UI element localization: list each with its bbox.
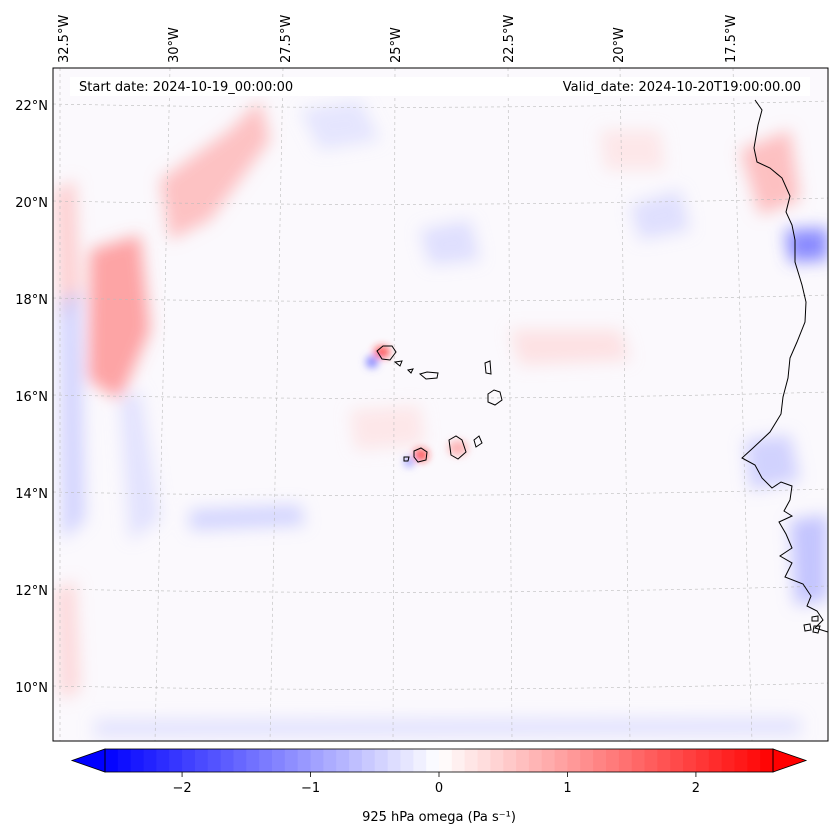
lat-tick-label: 22°N xyxy=(15,99,48,114)
colorbar-bin xyxy=(734,749,748,772)
date-banner: Start date: 2024-10-19_00:00:00 Valid_da… xyxy=(70,77,810,96)
colorbar-bin xyxy=(323,749,337,772)
valid-date-label: Valid_date: 2024-10-20T19:00:00.00 xyxy=(563,80,801,95)
lat-tick-label: 10°N xyxy=(15,681,48,696)
lat-tick-label: 20°N xyxy=(15,196,48,211)
longitude-labels: 32.5°W 30°W 27.5°W 25°W 22.5°W 20°W 17.5… xyxy=(57,15,739,63)
colorbar-bin xyxy=(143,749,157,772)
lon-tick-label: 17.5°W xyxy=(724,15,739,63)
colorbar-bin xyxy=(105,749,119,772)
colorbar-bin xyxy=(708,749,723,772)
colorbar-tick-label: 0 xyxy=(435,781,443,796)
colorbar-bin xyxy=(747,749,761,772)
colorbar-bin xyxy=(233,749,247,772)
colorbar-tick-label: 1 xyxy=(563,781,571,796)
colorbar-bin xyxy=(528,749,543,772)
colorbar-bin xyxy=(117,749,132,772)
colorbar-tick-label: −1 xyxy=(301,781,320,796)
lon-tick-label: 20°W xyxy=(612,27,627,63)
colorbar-bin xyxy=(387,749,401,772)
colorbar-high-extension xyxy=(772,748,808,773)
colorbar-bin xyxy=(130,749,145,772)
colorbar-low-extension xyxy=(70,748,106,773)
colorbar-bin xyxy=(413,749,427,772)
colorbar-bin xyxy=(194,749,209,772)
colorbar-bin xyxy=(220,749,234,772)
colorbar-bin xyxy=(683,749,697,772)
colorbar-ticks: −2 −1 0 1 2 xyxy=(172,772,700,796)
colorbar-label: 925 hPa omega (Pa s⁻¹) xyxy=(362,810,516,825)
colorbar-tick-label: 2 xyxy=(692,781,700,796)
colorbar-bin xyxy=(760,749,774,772)
colorbar-bin xyxy=(541,749,556,772)
lon-tick-label: 32.5°W xyxy=(57,15,72,63)
lon-tick-label: 30°W xyxy=(167,27,182,63)
colorbar-bin xyxy=(169,749,183,772)
cape-verde-islands xyxy=(376,345,503,463)
colorbar-bin xyxy=(644,749,658,772)
colorbar-bin xyxy=(361,749,376,772)
colorbar-bin xyxy=(503,749,517,772)
colorbar-bins xyxy=(105,749,774,772)
map-background xyxy=(53,68,828,741)
colorbar-bin xyxy=(207,749,222,772)
colorbar-bin xyxy=(182,749,196,772)
colorbar-bin xyxy=(721,749,735,772)
colorbar-bin xyxy=(695,749,710,772)
colorbar-bin xyxy=(464,749,479,772)
colorbar-bin xyxy=(310,749,324,772)
colorbar-bin xyxy=(156,749,170,772)
colorbar-bin xyxy=(606,749,620,772)
colorbar-bin xyxy=(451,749,466,772)
colorbar-bin xyxy=(246,749,260,772)
lon-tick-label: 25°W xyxy=(389,27,404,63)
colorbar-bin xyxy=(567,749,581,772)
lon-tick-label: 27.5°W xyxy=(279,15,294,63)
lat-tick-label: 12°N xyxy=(15,584,48,599)
colorbar-bin xyxy=(374,749,389,772)
colorbar-tick-label: −2 xyxy=(172,781,191,796)
colorbar-bin xyxy=(477,749,491,772)
colorbar: −2 −1 0 1 2 925 hPa omega (Pa s⁻¹) xyxy=(70,748,808,825)
map-frame xyxy=(52,67,829,742)
colorbar-bin xyxy=(284,749,299,772)
colorbar-bin xyxy=(259,749,273,772)
colorbar-bin xyxy=(272,749,286,772)
colorbar-bin xyxy=(657,749,671,772)
colorbar-bin xyxy=(516,749,530,772)
lat-tick-label: 16°N xyxy=(15,390,48,405)
colorbar-bin xyxy=(336,749,350,772)
colorbar-bin xyxy=(426,749,440,772)
bijagos-islands xyxy=(803,615,821,634)
lon-tick-label: 22.5°W xyxy=(502,15,517,63)
lat-tick-label: 14°N xyxy=(15,487,48,502)
colorbar-bin xyxy=(554,749,568,772)
colorbar-bin xyxy=(349,749,363,772)
colorbar-bin xyxy=(593,749,607,772)
africa-coastline xyxy=(741,99,828,633)
start-date-label: Start date: 2024-10-19_00:00:00 xyxy=(79,80,293,95)
gridlines xyxy=(53,68,828,741)
colorbar-bin xyxy=(297,749,312,772)
colorbar-bin xyxy=(439,749,453,772)
latitude-labels: 22°N 20°N 18°N 16°N 14°N 12°N 10°N xyxy=(15,99,48,696)
colorbar-bin xyxy=(400,749,414,772)
lat-tick-label: 18°N xyxy=(15,293,48,308)
colorbar-bin xyxy=(618,749,633,772)
colorbar-bin xyxy=(670,749,684,772)
colorbar-bin xyxy=(631,749,646,772)
map-area xyxy=(53,68,828,741)
colorbar-bin xyxy=(490,749,504,772)
colorbar-bin xyxy=(580,749,594,772)
